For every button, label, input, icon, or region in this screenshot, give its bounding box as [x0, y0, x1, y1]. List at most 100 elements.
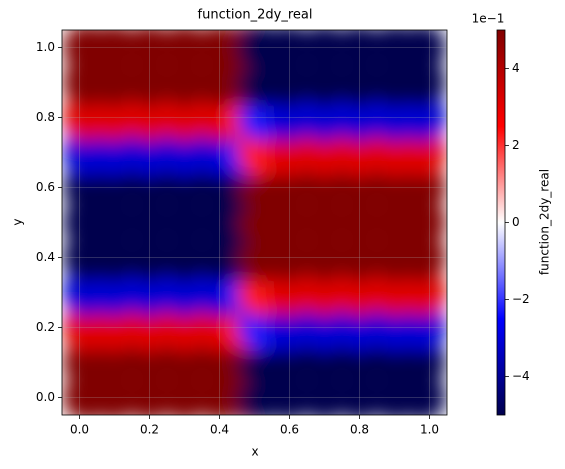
data-point: [125, 128, 174, 177]
data-point: [160, 93, 209, 142]
chart-title: function_2dy_real: [198, 8, 313, 23]
data-point: [90, 303, 139, 352]
data-point: [300, 268, 349, 317]
data-point: [300, 58, 349, 107]
data-point: [335, 233, 384, 282]
data-point: [398, 268, 447, 317]
x-tick-label: 0.8: [350, 423, 369, 437]
data-point: [125, 373, 174, 415]
data-point: [265, 93, 314, 142]
data-point: [300, 303, 349, 352]
data-point: [160, 303, 209, 352]
data-point: [335, 303, 384, 352]
data-point: [398, 93, 447, 142]
colorbar-label: function_2dy_real: [538, 169, 552, 275]
axes-frame: [61, 29, 448, 416]
data-point: [90, 128, 139, 177]
data-point: [90, 268, 139, 317]
data-point: [90, 58, 139, 107]
data-point: [125, 233, 174, 282]
data-point: [300, 30, 349, 72]
colorbar-tick-label: 4: [512, 61, 520, 75]
data-point: [125, 58, 174, 107]
data-point: [398, 58, 447, 107]
data-point: [398, 30, 447, 72]
data-point: [265, 128, 314, 177]
data-point: [265, 163, 314, 212]
data-point: [398, 233, 447, 282]
data-point: [160, 163, 209, 212]
y-axis-label: y: [11, 218, 25, 225]
colorbar: [496, 29, 506, 416]
data-point: [265, 303, 314, 352]
data-point: [90, 338, 139, 387]
data-point: [335, 30, 384, 72]
data-point: [160, 268, 209, 317]
y-tick-label: 0.8: [36, 110, 55, 124]
data-point: [398, 373, 447, 415]
x-tick-label: 1.0: [420, 423, 439, 437]
data-point: [160, 373, 209, 415]
data-point: [125, 93, 174, 142]
colorbar-tick-label: 0: [512, 215, 520, 229]
data-point: [398, 163, 447, 212]
data-point: [335, 163, 384, 212]
points: [62, 30, 447, 415]
data-point: [125, 303, 174, 352]
y-tick-label: 0.0: [36, 390, 55, 404]
data-point: [300, 198, 349, 247]
y-tick-label: 0.6: [36, 180, 55, 194]
data-point: [335, 268, 384, 317]
data-point: [90, 233, 139, 282]
data-point: [335, 338, 384, 387]
x-axis-label: x: [251, 445, 258, 459]
data-point: [90, 30, 139, 72]
data-point: [265, 338, 314, 387]
data-point: [300, 128, 349, 177]
data-point: [398, 128, 447, 177]
data-point: [335, 198, 384, 247]
data-point: [160, 338, 209, 387]
data-point: [335, 93, 384, 142]
data-point: [125, 163, 174, 212]
x-tick-label: 0.4: [210, 423, 229, 437]
colorbar-tick-label: 2: [512, 138, 520, 152]
data-point: [398, 338, 447, 387]
data-point: [265, 268, 314, 317]
data-point: [160, 30, 209, 72]
x-tick-label: 0.2: [140, 423, 159, 437]
data-point: [398, 198, 447, 247]
data-point: [300, 233, 349, 282]
data-point: [398, 303, 447, 352]
data-point: [125, 198, 174, 247]
colorbar-tick-label: −2: [512, 292, 530, 306]
data-point: [90, 198, 139, 247]
data-point: [265, 30, 314, 72]
data-point: [90, 163, 139, 212]
data-point: [90, 373, 139, 415]
colorbar-tick-label: −4: [512, 369, 530, 383]
data-point: [265, 373, 314, 415]
data-point: [160, 233, 209, 282]
data-point: [300, 373, 349, 415]
data-point: [300, 163, 349, 212]
data-point: [90, 93, 139, 142]
data-point: [265, 58, 314, 107]
x-tick-label: 0.0: [70, 423, 89, 437]
data-point: [125, 338, 174, 387]
data-point: [335, 128, 384, 177]
data-point: [300, 93, 349, 142]
data-point: [160, 128, 209, 177]
data-point: [265, 233, 314, 282]
data-point: [300, 338, 349, 387]
y-tick-label: 0.4: [36, 250, 55, 264]
y-tick-label: 1.0: [36, 40, 55, 54]
data-point: [125, 268, 174, 317]
data-point: [160, 58, 209, 107]
x-tick-label: 0.6: [280, 423, 299, 437]
data-point: [265, 198, 314, 247]
colorbar-offset: 1e−1: [472, 12, 505, 26]
data-point: [335, 58, 384, 107]
data-point: [160, 198, 209, 247]
